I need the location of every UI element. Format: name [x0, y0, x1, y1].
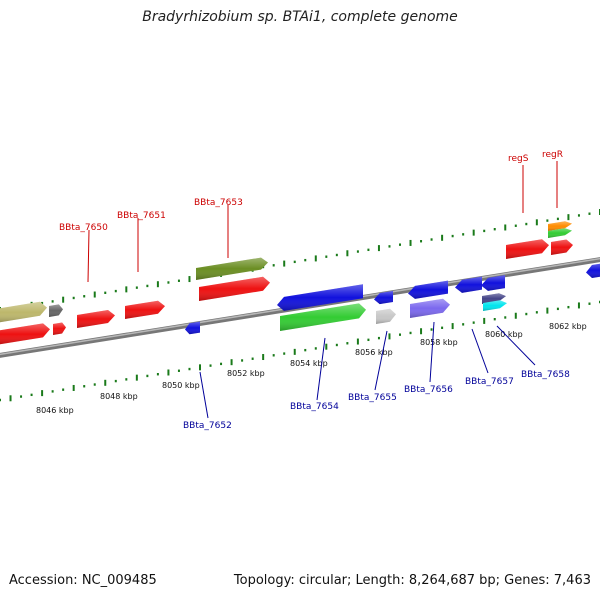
- kbp-label: 8056 kbp: [355, 348, 393, 357]
- gene-blue-b[interactable]: [277, 284, 363, 311]
- gene-blue-g-shade: [586, 263, 600, 279]
- gene-cyan-shade: [483, 300, 507, 311]
- gene-label-lower[interactable]: BBta_7655: [348, 393, 397, 403]
- gene-red-f-shade: [506, 239, 549, 259]
- kbp-label: 8054 kbp: [290, 359, 328, 368]
- leader-line: [429, 321, 435, 383]
- gene-red-d[interactable]: [125, 300, 165, 319]
- gene-blue-f[interactable]: [481, 275, 505, 291]
- gene-labels: BBta_7650 BBta_7651 BBta_7653 regS regR BBta_…: [59, 150, 570, 431]
- gene-gray[interactable]: [49, 304, 63, 317]
- gene-red-b-shade: [53, 322, 66, 335]
- gene-cyan[interactable]: [483, 300, 507, 311]
- kbp-tick-labels: 8046 kbp 8048 kbp 8050 kbp 8052 kbp 8054 kbp…: [36, 322, 587, 415]
- gene-khaki[interactable]: [0, 301, 47, 323]
- lower-ruler: [0, 300, 600, 402]
- gene-olive-shade: [196, 257, 268, 280]
- accession-text: Accession: NC_009485: [9, 573, 157, 588]
- gene-label-lower[interactable]: BBta_7656: [404, 385, 453, 395]
- gene-blue-a-shade: [185, 321, 200, 335]
- leader-line: [199, 371, 209, 419]
- kbp-label: 8060 kbp: [485, 330, 523, 339]
- gene-blue-f-shade: [481, 275, 505, 291]
- gene-blue-b-shade: [277, 284, 363, 311]
- gene-blue-e-shade: [455, 276, 482, 293]
- gene-orange[interactable]: [548, 221, 572, 231]
- gene-navy-shade: [482, 293, 506, 304]
- leader-line: [471, 328, 489, 374]
- leader-line: [87, 229, 90, 283]
- gene-blue-e[interactable]: [455, 276, 482, 293]
- gene-label-upper[interactable]: BBta_7651: [117, 211, 166, 221]
- genome-title: Bradyrhizobium sp. BTAi1, complete genom…: [142, 9, 458, 25]
- gene-red-d-shade: [125, 300, 165, 319]
- gene-red-c-shade: [77, 310, 115, 328]
- gene-blue-a[interactable]: [185, 321, 200, 335]
- leader-line: [496, 325, 536, 366]
- gene-label-upper[interactable]: BBta_7650: [59, 223, 108, 233]
- gene-label-upper[interactable]: BBta_7653: [194, 198, 243, 208]
- gene-slate-shade: [410, 298, 450, 318]
- gene-features: [0, 221, 600, 345]
- leader-line: [374, 330, 388, 391]
- gene-red-g-shade: [551, 239, 573, 255]
- gene-red-b[interactable]: [53, 322, 66, 335]
- gene-red-c[interactable]: [77, 310, 115, 328]
- kbp-label: 8058 kbp: [420, 338, 458, 347]
- kbp-label: 8046 kbp: [36, 406, 74, 415]
- gene-label-lower[interactable]: BBta_7654: [290, 402, 339, 412]
- gene-red-e[interactable]: [199, 276, 270, 301]
- gene-green[interactable]: [280, 303, 366, 331]
- gene-red-f[interactable]: [506, 239, 549, 259]
- gene-slate[interactable]: [410, 298, 450, 318]
- topology-text: Topology: circular; Length: 8,264,687 bp…: [233, 573, 591, 588]
- gene-navy[interactable]: [482, 293, 506, 304]
- gene-blue-c[interactable]: [374, 290, 393, 305]
- leader-line: [316, 337, 326, 401]
- gene-orange-shade: [548, 221, 572, 231]
- gene-blue-c-shade: [374, 290, 393, 305]
- gene-red-g[interactable]: [551, 239, 573, 255]
- gene-label-lower[interactable]: BBta_7658: [521, 370, 570, 380]
- gene-label-upper[interactable]: regS: [508, 154, 529, 164]
- gene-green-small[interactable]: [548, 228, 572, 238]
- gene-red-a-shade: [0, 323, 50, 345]
- gene-silver[interactable]: [376, 308, 396, 324]
- gene-green-shade: [280, 303, 366, 331]
- gene-red-e-shade: [199, 276, 270, 301]
- gene-red-a[interactable]: [0, 323, 50, 345]
- gene-blue-d-shade: [408, 280, 448, 299]
- gene-green-small-shade: [548, 228, 572, 238]
- gene-label-lower[interactable]: BBta_7652: [183, 421, 232, 431]
- gene-olive[interactable]: [196, 257, 268, 280]
- kbp-label: 8048 kbp: [100, 392, 138, 401]
- kbp-label: 8050 kbp: [162, 381, 200, 390]
- kbp-label: 8052 kbp: [227, 369, 265, 378]
- kbp-label: 8062 kbp: [549, 322, 587, 331]
- gene-gray-shade: [49, 304, 63, 317]
- gene-blue-d[interactable]: [408, 280, 448, 299]
- gene-blue-g[interactable]: [586, 263, 600, 279]
- gene-label-lower[interactable]: BBta_7657: [465, 377, 514, 387]
- gene-label-upper[interactable]: regR: [542, 150, 563, 160]
- gene-silver-shade: [376, 308, 396, 324]
- gene-khaki-shade: [0, 301, 47, 323]
